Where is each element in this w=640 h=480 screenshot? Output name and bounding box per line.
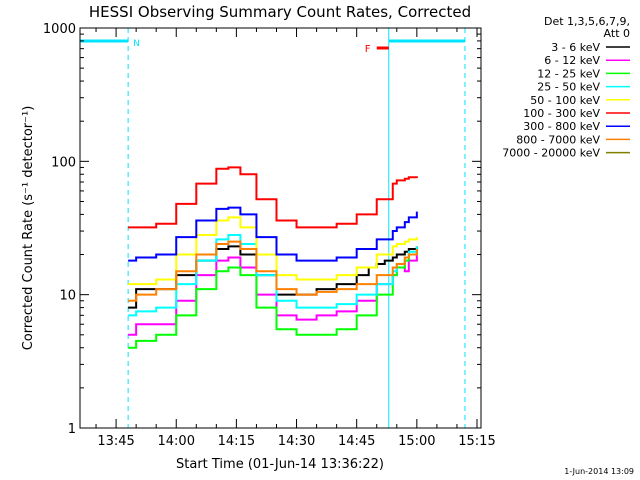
x-tick-label: 14:15 — [218, 434, 255, 449]
y-tick-label: 1 — [68, 422, 76, 437]
x-tick-label: 13:45 — [97, 434, 134, 449]
legend-entry-label: 6 - 12 keV — [544, 54, 600, 67]
series-line — [128, 166, 418, 229]
series-line — [128, 240, 418, 302]
series-line — [128, 245, 418, 309]
legend-header-line-1: Det 1,3,5,6,7,9, — [544, 15, 630, 28]
legend-entry-label: 12 - 25 keV — [537, 67, 600, 80]
legend-entry-label: 300 - 800 keV — [523, 120, 600, 133]
legend-entry-label: 100 - 300 keV — [523, 107, 600, 120]
legend-header-line-2: Att 0 — [604, 27, 630, 40]
plot-frame — [79, 27, 482, 429]
night-label: N — [133, 39, 140, 49]
x-axis-label: Start Time (01-Jun-14 13:36:22) — [176, 457, 384, 472]
legend-entry-label: 7000 - 20000 keV — [502, 147, 600, 160]
series-line — [128, 216, 418, 286]
y-axis-label: Corrected Count Rate (s⁻¹ detector⁻¹) — [21, 106, 36, 351]
legend-entry-label: 25 - 50 keV — [537, 81, 600, 94]
x-tick-label: 14:30 — [278, 434, 315, 449]
y-axis: 1 10 100 1000 — [43, 22, 481, 437]
series-line — [128, 206, 418, 262]
legend-entry-label: 800 - 7000 keV — [516, 133, 600, 146]
series-layer — [128, 166, 418, 349]
x-tick-label: 14:45 — [338, 434, 375, 449]
x-tick-label: 14:00 — [158, 434, 195, 449]
x-tick-label: 15:00 — [398, 434, 435, 449]
x-tick-label: 15:15 — [458, 434, 495, 449]
legend-entry-label: 3 - 6 keV — [551, 41, 600, 54]
legend-entry-label: 50 - 100 keV — [530, 94, 600, 107]
series-line — [128, 249, 418, 349]
y-tick-label: 1000 — [43, 22, 76, 37]
x-axis: 13:45 14:00 14:15 14:30 14:45 15:00 15:15 — [95, 28, 496, 449]
chart-title: HESSI Observing Summary Count Rates, Cor… — [89, 3, 471, 21]
y-tick-label: 100 — [51, 155, 76, 170]
y-tick-label: 10 — [59, 289, 76, 304]
series-line — [128, 234, 418, 317]
footer-timestamp: 1-Jun-2014 13:09 — [564, 467, 634, 476]
flare-label: F — [365, 44, 371, 55]
